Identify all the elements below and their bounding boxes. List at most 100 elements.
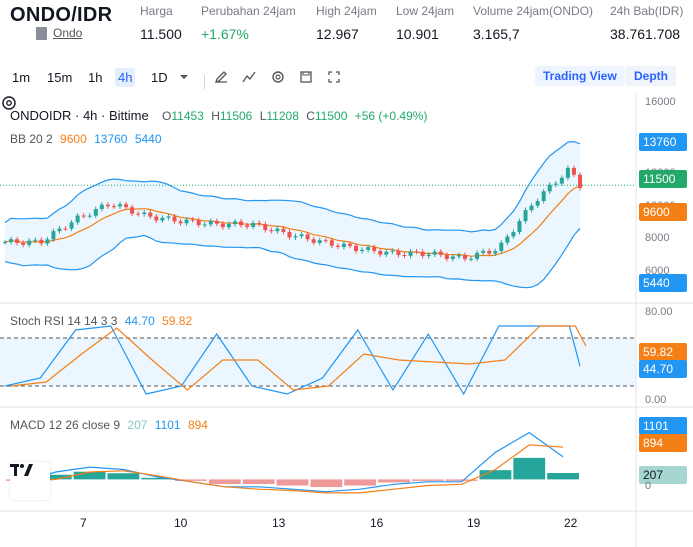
candle-body bbox=[553, 183, 558, 185]
document-icon bbox=[36, 26, 47, 40]
asset-link[interactable]: Ondo bbox=[36, 26, 82, 40]
bb-upper-line bbox=[4, 140, 581, 233]
candle-body bbox=[220, 223, 225, 228]
candle-body bbox=[311, 239, 316, 243]
stoch-label: Stoch RSI 14 14 3 3 bbox=[10, 314, 118, 328]
candle-body bbox=[239, 221, 244, 226]
stoch-axis-label: 0.00 bbox=[645, 394, 667, 406]
candle-body bbox=[9, 239, 14, 243]
candle-body bbox=[142, 212, 147, 215]
stat-low: Low 24jam 10.901 bbox=[396, 4, 454, 42]
fullscreen-icon[interactable] bbox=[326, 69, 342, 85]
candle-body bbox=[99, 204, 104, 210]
candle-body bbox=[57, 228, 62, 232]
stat-value: 38.761.708 bbox=[610, 26, 681, 42]
candle-body bbox=[226, 224, 231, 228]
x-axis-label: 22 bbox=[564, 516, 578, 530]
macd-signal-value: 894 bbox=[187, 418, 208, 432]
candle-body bbox=[87, 215, 92, 217]
timeframe-4h[interactable]: 4h bbox=[115, 68, 136, 87]
candle-body bbox=[378, 250, 383, 255]
candle-body bbox=[535, 201, 540, 206]
depth-button[interactable]: Depth bbox=[626, 66, 676, 86]
x-axis-label: 19 bbox=[467, 516, 481, 530]
candle-body bbox=[245, 225, 250, 227]
toolbar-divider bbox=[204, 75, 205, 89]
candle-body bbox=[172, 216, 177, 222]
candle-body bbox=[499, 242, 504, 252]
candle-body bbox=[196, 220, 201, 226]
candle-body bbox=[547, 184, 552, 192]
candle-body bbox=[438, 251, 443, 255]
tradingview-logo[interactable] bbox=[10, 462, 50, 500]
gear-icon[interactable] bbox=[270, 69, 286, 85]
chart-canvas[interactable] bbox=[0, 94, 693, 547]
stat-value: 11.500 bbox=[140, 26, 182, 42]
candle-body bbox=[69, 222, 74, 229]
candle-body bbox=[233, 221, 237, 225]
macd-histogram-bar bbox=[276, 479, 309, 486]
bb-lower-value: 5440 bbox=[134, 132, 162, 146]
candle-body bbox=[15, 239, 20, 243]
candle-body bbox=[136, 213, 141, 215]
candle-body bbox=[511, 232, 516, 237]
candle-body bbox=[517, 221, 522, 233]
timeframe-1d[interactable]: 1D bbox=[151, 70, 168, 85]
ohlc-low: 11208 bbox=[266, 109, 299, 123]
bb-label: BB 20 2 bbox=[10, 132, 53, 146]
ohlc-close-label: C bbox=[306, 109, 315, 123]
stat-turnover: 24h Bab(IDR) 38.761.708 bbox=[610, 4, 683, 42]
candle-body bbox=[444, 254, 449, 259]
timeframe-15m[interactable]: 15m bbox=[47, 70, 73, 85]
stat-value: 3.165,7 bbox=[473, 26, 520, 42]
stat-label: Low 24jam bbox=[396, 4, 455, 18]
candle-body bbox=[208, 220, 213, 225]
candle-body bbox=[275, 228, 280, 232]
candle-body bbox=[578, 174, 582, 189]
candle-body bbox=[251, 222, 256, 227]
market-header: ONDO/IDR Ondo Harga 11.500 Perubahan 24j… bbox=[0, 0, 693, 58]
macd-histogram-bar bbox=[445, 479, 478, 481]
candle-body bbox=[469, 258, 474, 260]
candle-body bbox=[202, 224, 207, 226]
macd-histogram-bar bbox=[39, 474, 72, 480]
price-axis-label: 8000 bbox=[645, 232, 670, 244]
ohlc-low-label: L bbox=[259, 109, 267, 123]
stoch-band-fill bbox=[0, 338, 636, 386]
chart-toolbar: 1m 15m 1h 4h 1D Trading View Depth bbox=[0, 62, 693, 92]
macd-histogram-bar bbox=[242, 479, 275, 484]
candle-body bbox=[571, 167, 576, 175]
candle-body bbox=[505, 236, 510, 243]
candle-body bbox=[354, 245, 359, 252]
stat-value: 12.967 bbox=[316, 26, 359, 42]
bb-upper-tag: 13760 bbox=[639, 133, 687, 151]
candle-body bbox=[214, 220, 219, 224]
stoch-legend: Stoch RSI 14 14 3 3 44.70 59.82 bbox=[10, 314, 196, 328]
candle-body bbox=[293, 236, 298, 238]
chart-title: ONDOIDR · 4h · Bittime bbox=[10, 108, 149, 123]
candle-body bbox=[396, 250, 401, 256]
stat-value: 10.901 bbox=[396, 26, 439, 42]
indicator-icon[interactable] bbox=[241, 69, 257, 85]
candle-body bbox=[450, 256, 455, 259]
macd-label: MACD 12 26 close 9 bbox=[10, 418, 121, 432]
candle-body bbox=[305, 234, 310, 240]
stat-volume: Volume 24jam(ONDO) 3.165,7 bbox=[473, 4, 593, 42]
candle-body bbox=[184, 219, 189, 224]
chart-settings-icon[interactable] bbox=[0, 94, 18, 112]
macd-hist-tag: 207 bbox=[639, 466, 687, 484]
pair-title: ONDO/IDR bbox=[10, 4, 113, 26]
candle-body bbox=[559, 177, 564, 184]
candle-body bbox=[51, 231, 56, 240]
trading-view-button[interactable]: Trading View bbox=[535, 66, 625, 86]
timeframe-1h[interactable]: 1h bbox=[88, 70, 103, 85]
save-icon[interactable] bbox=[298, 69, 314, 85]
stoch-d-tag: 59.82 bbox=[639, 343, 687, 361]
candle-body bbox=[414, 251, 419, 253]
price-chart[interactable]: ONDOIDR · 4h · Bittime O11453 H11506 L11… bbox=[0, 94, 693, 547]
pencil-icon[interactable] bbox=[213, 69, 229, 85]
chevron-down-icon[interactable] bbox=[176, 69, 192, 85]
candle-body bbox=[63, 228, 68, 230]
timeframe-1m[interactable]: 1m bbox=[12, 70, 31, 85]
chart-title-legend: ONDOIDR · 4h · Bittime O11453 H11506 L11… bbox=[10, 108, 431, 123]
